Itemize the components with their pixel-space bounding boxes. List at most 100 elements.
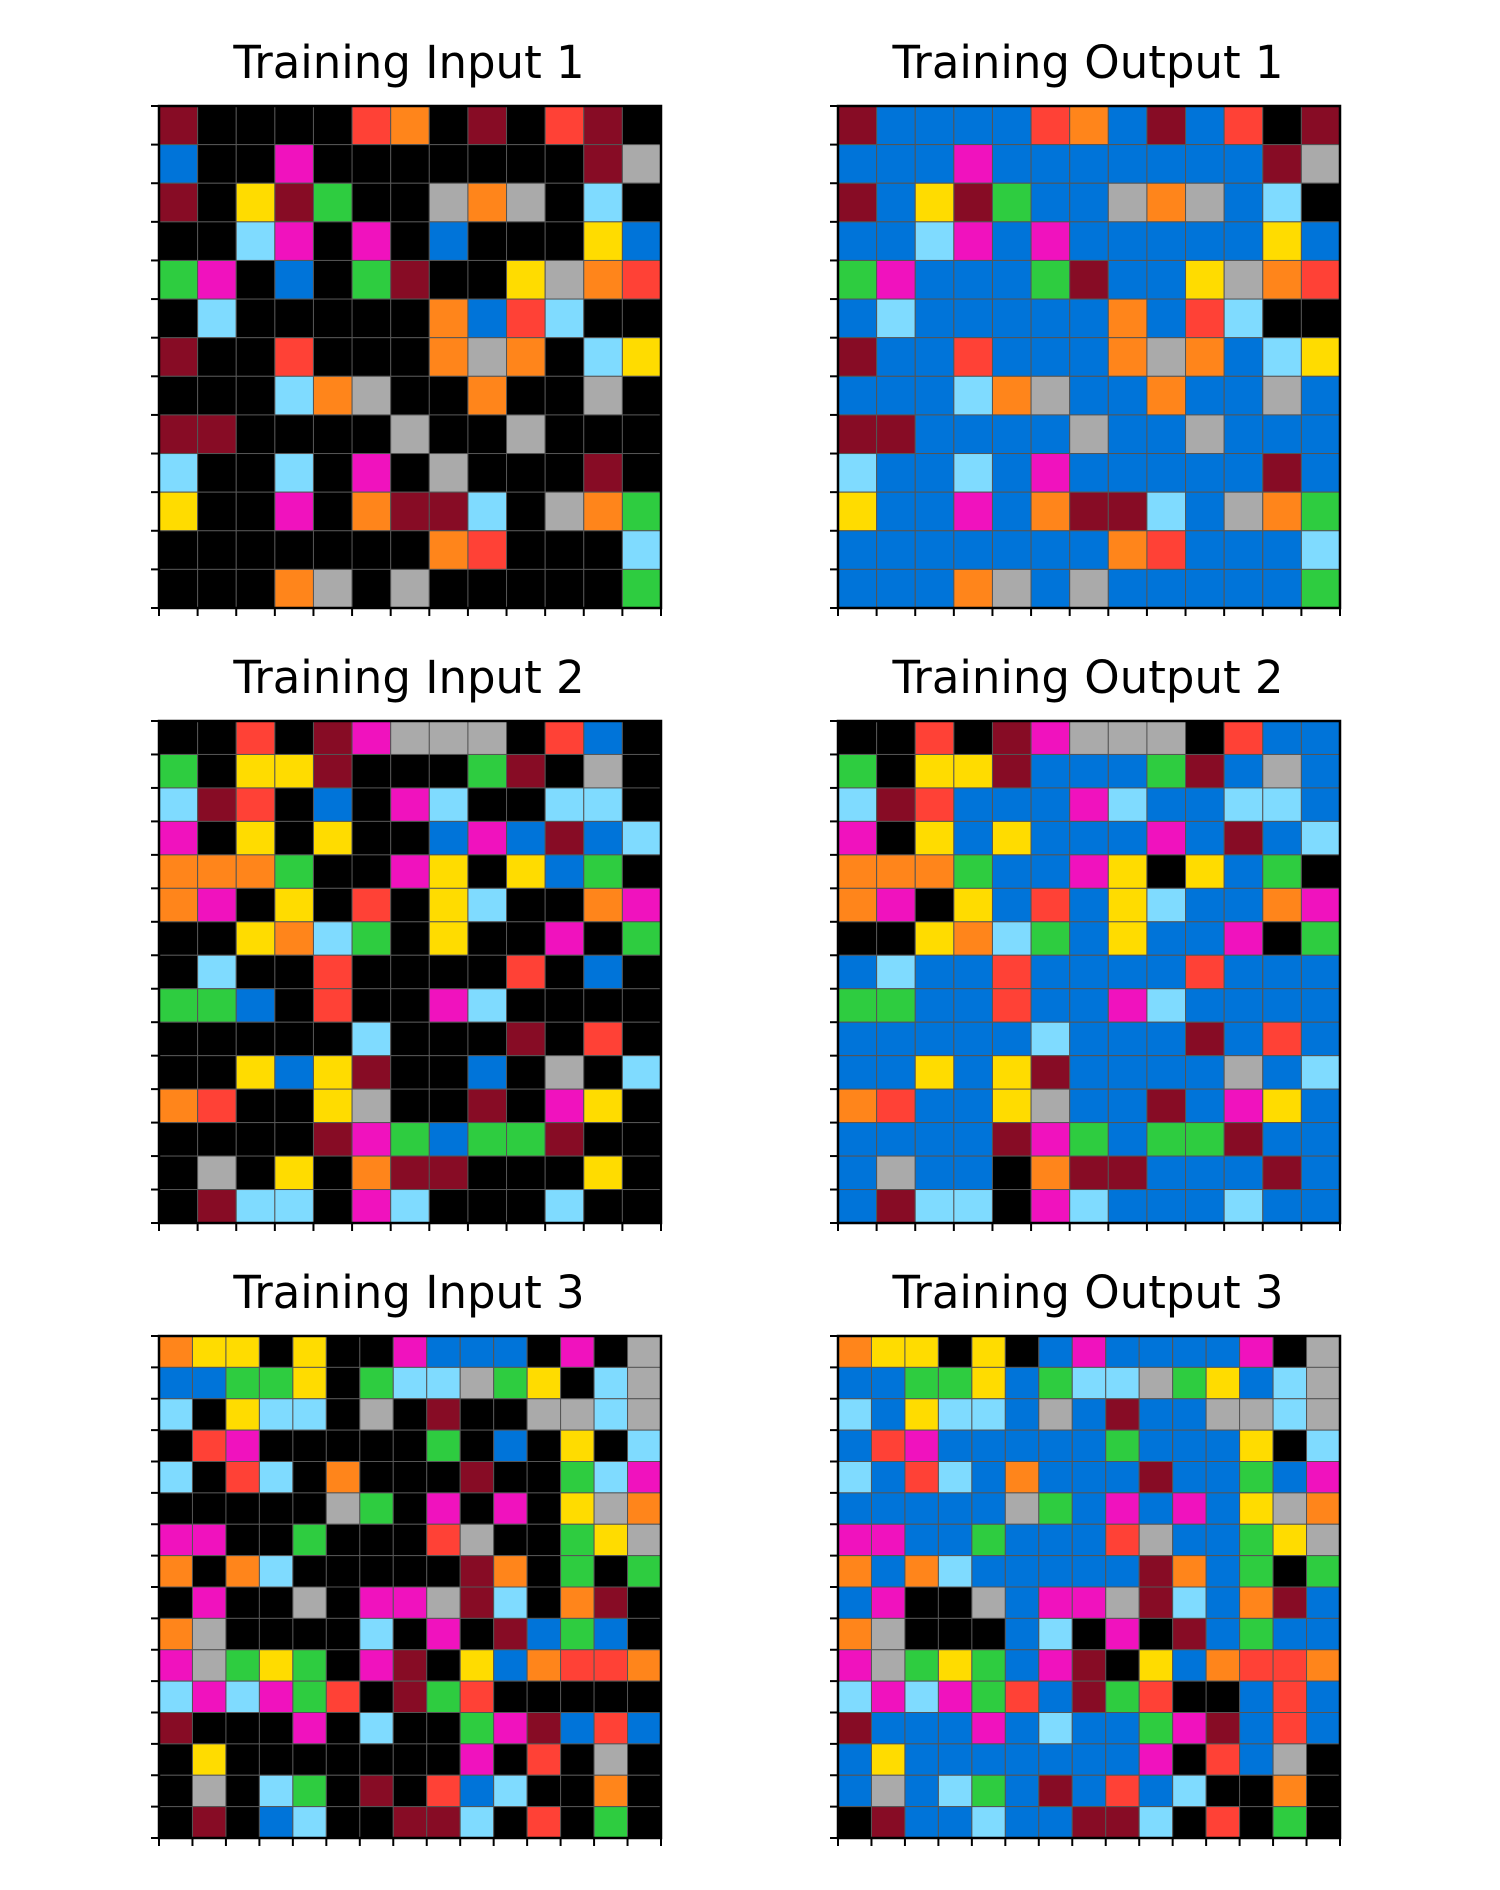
grid-cell xyxy=(544,1021,585,1057)
grid-cell xyxy=(1038,1492,1073,1525)
grid-cell xyxy=(493,1492,528,1525)
grid-cell xyxy=(1172,1523,1207,1557)
grid-cell xyxy=(1004,1335,1040,1368)
grid-cell xyxy=(1262,921,1302,956)
grid-cell xyxy=(583,753,623,789)
grid-cell xyxy=(292,1649,327,1682)
grid-cell xyxy=(1185,144,1225,184)
grid-cell xyxy=(1146,337,1187,377)
grid-frame xyxy=(836,719,1342,1225)
grid-cell xyxy=(274,720,314,755)
grid-cell xyxy=(1107,1021,1148,1057)
grid-cell xyxy=(158,1523,193,1557)
grid-cell xyxy=(506,820,546,856)
grid-cell xyxy=(560,1680,595,1713)
grid-cell xyxy=(991,988,1032,1023)
grid-cell xyxy=(493,1743,528,1776)
grid xyxy=(830,1334,1342,1846)
grid-cell xyxy=(428,1155,469,1191)
grid-cell xyxy=(197,182,237,223)
grid-cell xyxy=(560,1335,595,1368)
grid-cell xyxy=(1205,1586,1241,1619)
grid-cell xyxy=(971,1335,1006,1368)
grid-cell xyxy=(467,787,508,822)
grid-cell xyxy=(876,1189,916,1224)
grid-cell xyxy=(1306,1774,1341,1808)
grid-cell xyxy=(1239,1743,1274,1776)
grid-cell xyxy=(1223,298,1264,339)
grid-cell xyxy=(158,530,199,570)
grid-cell xyxy=(459,1429,495,1462)
grid-cell xyxy=(904,1523,939,1557)
grid-cell xyxy=(467,1088,508,1124)
grid-cell xyxy=(991,144,1032,184)
grid-cell xyxy=(197,414,237,455)
grid-cell xyxy=(274,491,314,532)
grid-cell xyxy=(1223,854,1264,889)
grid xyxy=(151,1334,663,1846)
grid-cell xyxy=(904,1398,939,1431)
grid-cell xyxy=(627,1712,662,1745)
grid-cell xyxy=(1004,1366,1040,1400)
grid-cell xyxy=(351,568,392,609)
grid-cell xyxy=(459,1743,495,1776)
grid-cell xyxy=(428,530,469,570)
grid-cell xyxy=(837,1680,872,1713)
grid-cell xyxy=(991,1088,1032,1124)
grid-cell xyxy=(937,1680,973,1713)
grid-cell xyxy=(390,954,430,990)
grid-cell xyxy=(312,1021,353,1057)
grid-cell xyxy=(1138,1335,1174,1368)
grid-cell xyxy=(274,988,314,1023)
grid-cell xyxy=(1030,568,1071,609)
grid-cell xyxy=(1069,887,1109,923)
grid-cell xyxy=(426,1712,461,1745)
grid-cell xyxy=(467,414,508,455)
grid-cell xyxy=(274,375,314,416)
panel-title: Training Output 1 xyxy=(892,36,1284,89)
grid-cell xyxy=(1239,1712,1274,1745)
grid-cell xyxy=(1306,1461,1341,1494)
grid-cell xyxy=(1172,1806,1207,1839)
grid-cell xyxy=(937,1586,973,1619)
grid-cell xyxy=(837,1617,872,1651)
grid-cell xyxy=(870,1806,906,1839)
grid-cell xyxy=(225,1806,260,1839)
grid-cell xyxy=(1239,1555,1274,1588)
grid-cell xyxy=(235,921,276,956)
grid-cell xyxy=(1107,259,1148,300)
grid-cell xyxy=(621,491,662,532)
grid-cell xyxy=(506,491,546,532)
grid-cell xyxy=(1030,530,1071,570)
grid-cell xyxy=(1172,1743,1207,1776)
grid-cell xyxy=(292,1806,327,1839)
grid-cell xyxy=(526,1586,562,1619)
grid-cell xyxy=(1107,1055,1148,1090)
grid-cell xyxy=(583,337,623,377)
grid-cell xyxy=(158,491,199,532)
grid-cell xyxy=(837,1055,878,1090)
grid-cell xyxy=(937,1649,973,1682)
grid-cell xyxy=(428,414,469,455)
grid-cell xyxy=(351,375,392,416)
grid-cell xyxy=(627,1335,662,1368)
grid-cell xyxy=(359,1492,394,1525)
grid-cell xyxy=(506,787,546,822)
grid-cell xyxy=(1172,1461,1207,1494)
grid-cell xyxy=(1069,530,1109,570)
grid-cell xyxy=(158,453,199,493)
grid-cell xyxy=(506,921,546,956)
grid-cell xyxy=(1262,182,1302,223)
grid-cell xyxy=(235,1088,276,1124)
grid-cell xyxy=(560,1586,595,1619)
grid-cell xyxy=(1138,1429,1174,1462)
grid-cell xyxy=(325,1335,361,1368)
grid-cell xyxy=(1223,182,1264,223)
grid-cell xyxy=(428,221,469,261)
grid-cell xyxy=(390,105,430,146)
grid-cell xyxy=(876,954,916,990)
grid-cell xyxy=(621,954,662,990)
grid-cell xyxy=(258,1335,294,1368)
grid-cell xyxy=(158,1429,193,1462)
grid-cell xyxy=(627,1398,662,1431)
